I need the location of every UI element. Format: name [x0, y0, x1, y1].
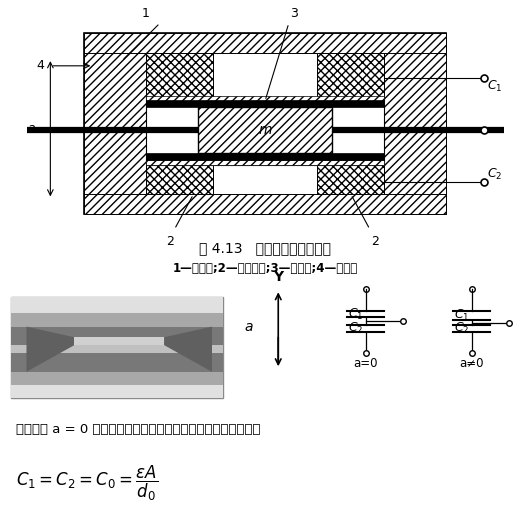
Bar [146, 101, 384, 107]
Text: 1: 1 [142, 7, 149, 20]
Polygon shape [164, 327, 212, 372]
Bar [146, 53, 213, 101]
Bar [11, 297, 223, 313]
Text: $C_1$: $C_1$ [454, 308, 469, 323]
Text: 2: 2 [371, 234, 378, 247]
Bar [74, 337, 164, 345]
Bar [317, 53, 384, 101]
Text: $C_1 = C_2 = C_0 = \dfrac{\varepsilon A}{d_0}$: $C_1 = C_2 = C_0 = \dfrac{\varepsilon A}… [16, 464, 158, 503]
Text: 4: 4 [37, 59, 45, 72]
Bar [11, 345, 223, 353]
Text: 1—绝缘体;2—固定电极;3—质量块;4—弹簧片: 1—绝缘体;2—固定电极;3—质量块;4—弹簧片 [172, 262, 358, 275]
Text: a: a [28, 122, 35, 135]
Text: $C_1$: $C_1$ [487, 79, 502, 93]
Text: m: m [258, 123, 272, 137]
Bar [11, 327, 223, 372]
Text: 当加速度 a = 0 时，质量块位于平衡位置，两差动电容相等，即: 当加速度 a = 0 时，质量块位于平衡位置，两差动电容相等，即 [16, 424, 260, 436]
Bar [11, 297, 223, 399]
Bar [11, 372, 223, 385]
Text: 图 4.13   电容式加速度传感器: 图 4.13 电容式加速度传感器 [199, 241, 331, 255]
Text: 2: 2 [166, 234, 173, 247]
Text: $C_1$: $C_1$ [348, 306, 363, 321]
Text: a=0: a=0 [354, 357, 378, 370]
Bar [384, 33, 446, 215]
Bar [317, 146, 384, 194]
Bar [84, 33, 446, 215]
Bar [146, 153, 384, 160]
Text: Y: Y [273, 270, 284, 284]
Bar [84, 33, 446, 53]
Bar [11, 385, 223, 399]
Text: a≠0: a≠0 [460, 357, 484, 370]
Bar [146, 160, 384, 165]
Bar [146, 146, 213, 194]
Text: 3: 3 [290, 7, 297, 20]
Text: $C_2$: $C_2$ [348, 321, 363, 336]
Bar [11, 313, 223, 327]
Bar [146, 96, 384, 101]
Text: $C_2$: $C_2$ [454, 321, 469, 336]
Text: $C_2$: $C_2$ [487, 167, 502, 182]
Text: a: a [245, 319, 253, 333]
Bar [84, 194, 446, 215]
Bar [84, 33, 146, 215]
Polygon shape [26, 327, 74, 372]
Bar [198, 107, 332, 153]
Bar [146, 97, 384, 165]
